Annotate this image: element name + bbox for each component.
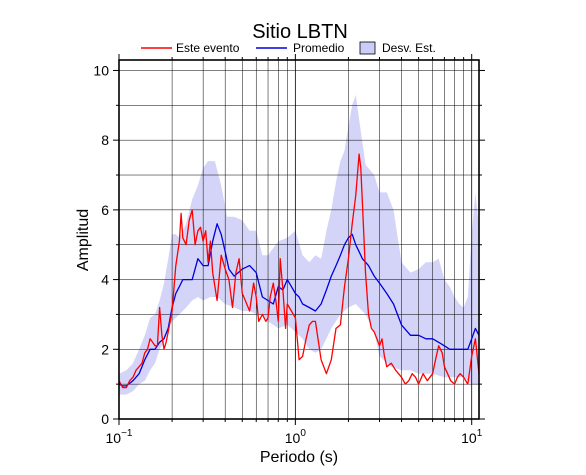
legend-label-0: Este evento [176,41,240,55]
y-tick-label: 6 [101,202,109,218]
plot-area: 0 2 4 6 8 10 10−1 100 101 [93,54,485,446]
x-tick-label: 101 [461,428,483,446]
y-tick-label: 8 [101,132,109,148]
legend-label-1: Promedio [293,41,345,55]
series-line-este-evento [118,153,480,389]
series-line-promedio [118,223,480,387]
plot-frame [118,59,480,420]
y-axis-label: Amplitud [75,209,92,271]
series-layer [118,153,480,389]
y-tick-label: 10 [93,62,109,78]
legend-label-2: Desv. Est. [382,41,436,55]
grid-layer [119,60,479,419]
legend: Este evento Promedio Desv. Est. [141,41,436,55]
tick-layer: 0 2 4 6 8 10 10−1 100 101 [93,54,485,446]
x-tick-label: 10−1 [106,428,133,446]
x-axis-label: Periodo (s) [260,449,338,466]
y-tick-label: 4 [101,272,109,288]
y-tick-label: 2 [101,341,109,357]
y-tick-label: 0 [101,411,109,427]
chart-title: Sitio LBTN [252,21,348,43]
legend-swatch-2 [359,41,376,55]
x-tick-label: 100 [285,428,307,446]
